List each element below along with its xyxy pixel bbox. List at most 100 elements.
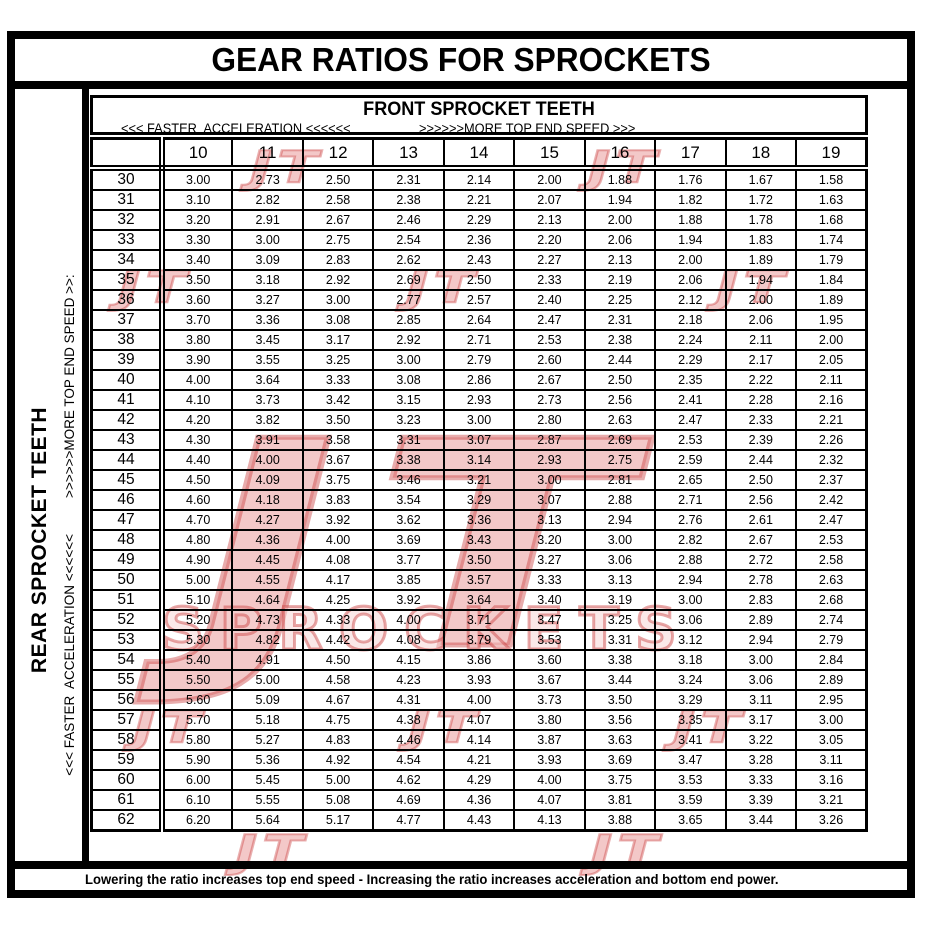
rear-teeth-label-59: 59 (90, 749, 165, 771)
ratio-cell-43-18: 2.39 (724, 429, 798, 451)
footer-band: Lowering the ratio increases top end spe… (15, 869, 907, 890)
ratio-cell-43-19: 2.26 (795, 429, 868, 451)
ratio-cell-62-18: 3.44 (724, 809, 798, 832)
ratio-cell-47-11: 4.27 (231, 509, 304, 531)
ratio-cell-31-16: 1.94 (583, 189, 657, 211)
ratio-cell-41-12: 3.42 (301, 389, 375, 411)
front-teeth-header-17: 17 (654, 137, 727, 171)
ratio-cell-34-10: 3.40 (160, 249, 234, 271)
ratio-cell-30-18: 1.67 (724, 167, 798, 191)
faster-acceleration-label: <<< FASTER ACCELERATION <<<<<< (121, 121, 351, 136)
ratio-cell-55-14: 3.93 (442, 669, 516, 691)
ratio-cell-58-15: 3.87 (513, 729, 586, 751)
rear-teeth-label-30: 30 (90, 167, 165, 191)
outer-border-frame (7, 31, 915, 898)
ratio-cell-61-12: 5.08 (301, 789, 375, 811)
front-teeth-header-18: 18 (724, 137, 798, 171)
ratio-cell-57-16: 3.56 (583, 709, 657, 731)
ratio-cell-42-14: 3.00 (442, 409, 516, 431)
ratio-cell-30-12: 2.50 (301, 167, 375, 191)
ratio-cell-58-12: 4.83 (301, 729, 375, 751)
corner-cell (90, 137, 165, 171)
ratio-cell-35-13: 2.69 (372, 269, 445, 291)
ratio-cell-34-17: 2.00 (654, 249, 727, 271)
ratio-cell-31-18: 1.72 (724, 189, 798, 211)
rear-teeth-label-57: 57 (90, 709, 165, 731)
ratio-cell-56-10: 5.60 (160, 689, 234, 711)
ratio-cell-59-18: 3.28 (724, 749, 798, 771)
ratio-cell-45-14: 3.21 (442, 469, 516, 491)
ratio-cell-45-12: 3.75 (301, 469, 375, 491)
ratio-cell-39-11: 3.55 (231, 349, 304, 371)
ratio-cell-52-18: 2.89 (724, 609, 798, 631)
ratio-cell-60-13: 4.62 (372, 769, 445, 791)
ratio-cell-50-10: 5.00 (160, 569, 234, 591)
ratio-cell-35-11: 3.18 (231, 269, 304, 291)
ratio-cell-48-19: 2.53 (795, 529, 868, 551)
table-header: 10 11 12 13 14 15 16 17 18 19 (90, 137, 868, 171)
ratio-cell-57-18: 3.17 (724, 709, 798, 731)
ratio-cell-58-16: 3.63 (583, 729, 657, 751)
ratio-cell-54-13: 4.15 (372, 649, 445, 671)
ratio-cell-49-14: 3.50 (442, 549, 516, 571)
ratio-cell-39-12: 3.25 (301, 349, 375, 371)
ratio-cell-44-10: 4.40 (160, 449, 234, 471)
ratio-cell-32-15: 2.13 (513, 209, 586, 231)
ratio-cell-53-11: 4.82 (231, 629, 304, 651)
ratio-cell-37-15: 2.47 (513, 309, 586, 331)
table-row-rear-45: 45 4.50 4.09 3.75 3.46 3.21 3.00 2.81 2.65 2.50 2.… (90, 469, 868, 491)
ratio-cell-33-18: 1.83 (724, 229, 798, 251)
ratio-cell-48-13: 3.69 (372, 529, 445, 551)
ratio-cell-56-18: 3.11 (724, 689, 798, 711)
ratio-cell-56-12: 4.67 (301, 689, 375, 711)
rear-teeth-label-43: 43 (90, 429, 165, 451)
ratio-cell-54-16: 3.38 (583, 649, 657, 671)
ratio-cell-55-19: 2.89 (795, 669, 868, 691)
ratio-cell-42-13: 3.23 (372, 409, 445, 431)
ratio-cell-59-16: 3.69 (583, 749, 657, 771)
ratio-cell-40-19: 2.11 (795, 369, 868, 391)
ratio-cell-53-19: 2.79 (795, 629, 868, 651)
ratio-cell-41-13: 3.15 (372, 389, 445, 411)
ratio-cell-49-16: 3.06 (583, 549, 657, 571)
ratio-cell-40-17: 2.35 (654, 369, 727, 391)
table-row-rear-33: 33 3.30 3.00 2.75 2.54 2.36 2.20 2.06 1.94 1.83 1.… (90, 229, 868, 251)
front-teeth-header-19: 19 (795, 137, 868, 171)
ratio-cell-37-11: 3.36 (231, 309, 304, 331)
ratio-cell-42-10: 4.20 (160, 409, 234, 431)
ratio-cell-49-17: 2.88 (654, 549, 727, 571)
ratio-cell-45-17: 2.65 (654, 469, 727, 491)
ratio-cell-59-14: 4.21 (442, 749, 516, 771)
ratio-cell-58-13: 4.46 (372, 729, 445, 751)
ratio-cell-35-10: 3.50 (160, 269, 234, 291)
ratio-cell-45-10: 4.50 (160, 469, 234, 491)
table-row-rear-46: 46 4.60 4.18 3.83 3.54 3.29 3.07 2.88 2.71 2.56 2.… (90, 489, 868, 511)
ratio-cell-60-14: 4.29 (442, 769, 516, 791)
ratio-cell-58-14: 4.14 (442, 729, 516, 751)
rear-teeth-label-36: 36 (90, 289, 165, 311)
table-row-rear-37: 37 3.70 3.36 3.08 2.85 2.64 2.47 2.31 2.18 2.06 1.… (90, 309, 868, 331)
ratio-cell-43-12: 3.58 (301, 429, 375, 451)
rear-teeth-label-62: 62 (90, 809, 165, 832)
ratio-cell-59-11: 5.36 (231, 749, 304, 771)
ratio-cell-57-13: 4.38 (372, 709, 445, 731)
ratio-cell-51-16: 3.19 (583, 589, 657, 611)
ratio-cell-61-13: 4.69 (372, 789, 445, 811)
table-row-rear-44: 44 4.40 4.00 3.67 3.38 3.14 2.93 2.75 2.59 2.44 2.… (90, 449, 868, 471)
ratio-cell-50-16: 3.13 (583, 569, 657, 591)
rear-teeth-label-50: 50 (90, 569, 165, 591)
ratio-cell-58-19: 3.05 (795, 729, 868, 751)
ratio-cell-54-14: 3.86 (442, 649, 516, 671)
ratio-cell-49-13: 3.77 (372, 549, 445, 571)
ratio-cell-46-12: 3.83 (301, 489, 375, 511)
rear-sprocket-teeth-label: REAR SPROCKET TEETH (28, 406, 51, 674)
rear-teeth-label-47: 47 (90, 509, 165, 531)
ratio-cell-31-13: 2.38 (372, 189, 445, 211)
table-row-rear-47: 47 4.70 4.27 3.92 3.62 3.36 3.13 2.94 2.76 2.61 2.… (90, 509, 868, 531)
table-row-rear-61: 61 6.10 5.55 5.08 4.69 4.36 4.07 3.81 3.59 3.39 3.… (90, 789, 868, 811)
table-row-rear-53: 53 5.30 4.82 4.42 4.08 3.79 3.53 3.31 3.12 2.94 2.… (90, 629, 868, 651)
ratio-cell-43-10: 4.30 (160, 429, 234, 451)
ratio-cell-52-19: 2.74 (795, 609, 868, 631)
ratio-cell-41-11: 3.73 (231, 389, 304, 411)
